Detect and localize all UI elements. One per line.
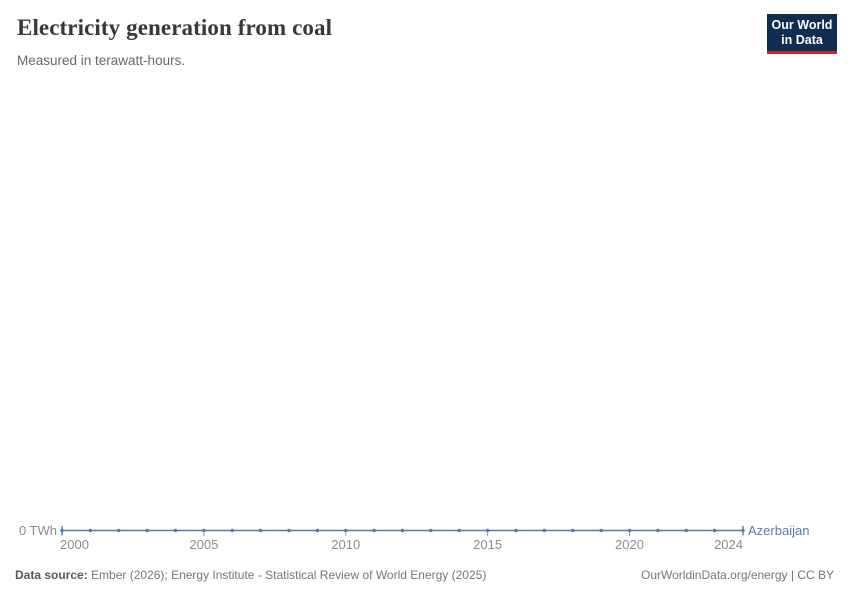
data-point-2002[interactable]	[117, 528, 121, 533]
data-point-2010[interactable]	[344, 528, 348, 533]
chart-title: Electricity generation from coal	[17, 15, 333, 40]
x-axis-label-2000: 2000	[60, 537, 89, 552]
data-point-2006[interactable]	[230, 528, 234, 533]
data-point-2000[interactable]	[60, 528, 64, 533]
owid-logo-line1: Our World	[771, 17, 833, 32]
data-point-2005[interactable]	[202, 528, 206, 533]
owid-logo[interactable]: Our World in Data	[767, 14, 837, 54]
data-point-2001[interactable]	[88, 528, 93, 533]
data-point-2016[interactable]	[514, 528, 518, 533]
data-point-2015[interactable]	[485, 528, 490, 533]
owid-logo-line2: in Data	[781, 32, 823, 47]
data-point-2018[interactable]	[571, 528, 575, 533]
data-point-2014[interactable]	[457, 528, 461, 533]
data-point-2024[interactable]	[741, 528, 745, 533]
data-source-text: Ember (2026); Energy Institute - Statist…	[87, 568, 487, 582]
data-point-2021[interactable]	[656, 528, 660, 533]
series-label-azerbaijan: Azerbaijan	[748, 523, 810, 538]
chart-subtitle: Measured in terawatt-hours.	[17, 53, 186, 68]
y-axis-tick-label: 0 TWh	[18, 523, 57, 538]
x-axis-label-2020: 2020	[615, 537, 644, 552]
data-point-2020[interactable]	[627, 528, 632, 533]
x-axis-label-2005: 2005	[189, 537, 219, 552]
data-point-2022[interactable]	[684, 528, 688, 533]
x-axis-label-2010: 2010	[331, 537, 361, 552]
data-point-2011[interactable]	[372, 528, 376, 533]
license-link[interactable]: OurWorldinData.org/energy | CC BY	[641, 568, 834, 582]
data-point-2008[interactable]	[287, 528, 291, 533]
data-point-2003[interactable]	[145, 528, 149, 533]
data-point-2004[interactable]	[173, 528, 178, 533]
data-point-2017[interactable]	[542, 528, 547, 533]
data-point-2012[interactable]	[400, 528, 405, 533]
data-point-2019[interactable]	[599, 528, 603, 533]
x-axis-label-2024: 2024	[714, 537, 743, 552]
data-point-2023[interactable]	[712, 528, 717, 533]
data-point-2013[interactable]	[429, 528, 433, 533]
data-point-2007[interactable]	[258, 528, 263, 533]
x-axis-label-2015: 2015	[473, 537, 503, 552]
data-source-note[interactable]: Data source: Ember (2026); Energy Instit…	[15, 568, 486, 582]
data-point-2009[interactable]	[315, 528, 320, 533]
data-source-label: Data source:	[15, 568, 88, 582]
